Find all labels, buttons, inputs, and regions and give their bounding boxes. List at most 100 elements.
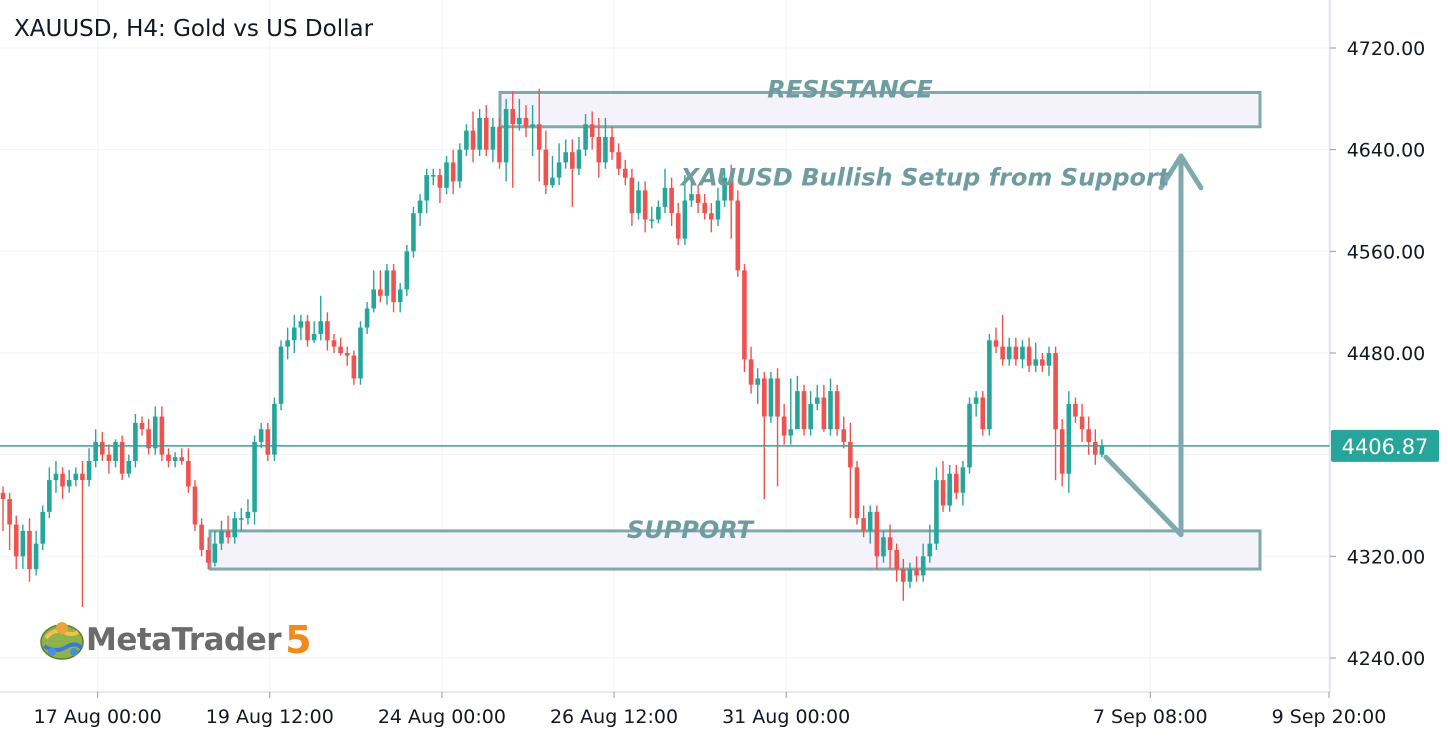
candle[interactable]: [1013, 337, 1019, 366]
candle[interactable]: [967, 397, 972, 474]
candle[interactable]: [1033, 342, 1039, 373]
candle[interactable]: [265, 422, 271, 462]
candle[interactable]: [702, 194, 708, 220]
candle[interactable]: [159, 406, 165, 462]
candle[interactable]: [444, 156, 449, 195]
candle[interactable]: [834, 384, 840, 436]
candle[interactable]: [715, 187, 721, 226]
candle[interactable]: [728, 164, 734, 239]
candle[interactable]: [1000, 314, 1005, 366]
candle[interactable]: [616, 143, 621, 176]
candle[interactable]: [662, 168, 668, 214]
candle[interactable]: [920, 543, 926, 582]
candle[interactable]: [1099, 439, 1105, 458]
candle[interactable]: [404, 244, 410, 296]
candle[interactable]: [1040, 353, 1045, 373]
candle[interactable]: [867, 505, 873, 544]
candle[interactable]: [656, 200, 661, 224]
candle[interactable]: [1006, 337, 1012, 366]
candle[interactable]: [530, 105, 535, 157]
candle[interactable]: [285, 327, 290, 360]
candle[interactable]: [570, 139, 575, 207]
candle[interactable]: [60, 467, 65, 500]
candle[interactable]: [113, 439, 118, 468]
candle[interactable]: [106, 444, 112, 474]
candle[interactable]: [887, 524, 893, 570]
candle[interactable]: [755, 368, 760, 404]
candle[interactable]: [119, 435, 125, 481]
candle[interactable]: [583, 114, 588, 157]
candle[interactable]: [126, 454, 132, 478]
candle[interactable]: [351, 350, 357, 385]
candle[interactable]: [940, 461, 946, 512]
candle[interactable]: [457, 143, 463, 188]
candle[interactable]: [152, 406, 158, 455]
candle[interactable]: [192, 480, 198, 531]
candle[interactable]: [258, 422, 264, 449]
candle[interactable]: [523, 105, 529, 137]
candle[interactable]: [166, 448, 171, 468]
candle[interactable]: [841, 416, 847, 449]
candle[interactable]: [649, 206, 655, 229]
candle[interactable]: [503, 98, 509, 182]
candle[interactable]: [609, 126, 615, 160]
candle[interactable]: [629, 168, 635, 226]
candle[interactable]: [768, 372, 774, 423]
candle[interactable]: [411, 206, 416, 258]
candle[interactable]: [682, 175, 688, 245]
candle[interactable]: [1026, 337, 1032, 373]
candle[interactable]: [245, 499, 251, 525]
candle[interactable]: [709, 203, 714, 233]
candle[interactable]: [40, 505, 46, 550]
candle[interactable]: [325, 312, 330, 351]
candle[interactable]: [894, 543, 899, 582]
candle[interactable]: [1053, 346, 1058, 481]
candle[interactable]: [762, 372, 767, 500]
candle[interactable]: [384, 264, 390, 305]
candle[interactable]: [47, 467, 52, 519]
candle[interactable]: [980, 391, 986, 436]
candle[interactable]: [881, 530, 886, 563]
candle[interactable]: [987, 333, 992, 436]
candle[interactable]: [358, 321, 363, 385]
candle[interactable]: [788, 378, 794, 445]
candle[interactable]: [775, 368, 780, 487]
candle[interactable]: [133, 414, 138, 468]
candle[interactable]: [298, 314, 304, 341]
candle[interactable]: [550, 156, 555, 188]
candle[interactable]: [808, 391, 813, 436]
candle[interactable]: [914, 556, 919, 582]
candle[interactable]: [225, 515, 231, 544]
candle[interactable]: [272, 397, 277, 462]
candle[interactable]: [311, 321, 317, 343]
candle[interactable]: [86, 448, 92, 487]
candle[interactable]: [378, 270, 383, 303]
candle[interactable]: [821, 384, 827, 432]
candle[interactable]: [517, 98, 522, 131]
candle[interactable]: [1046, 346, 1052, 376]
candle[interactable]: [470, 111, 476, 163]
candle[interactable]: [305, 314, 310, 347]
candle[interactable]: [318, 295, 324, 341]
candle[interactable]: [186, 448, 191, 493]
candle[interactable]: [934, 467, 939, 550]
candle[interactable]: [742, 264, 747, 373]
candle[interactable]: [795, 375, 800, 430]
candle[interactable]: [1073, 397, 1078, 423]
candle[interactable]: [291, 314, 297, 353]
candle[interactable]: [344, 346, 350, 366]
candle[interactable]: [139, 416, 145, 436]
candle[interactable]: [927, 524, 933, 563]
candle[interactable]: [417, 194, 423, 226]
candle[interactable]: [205, 537, 211, 570]
candle[interactable]: [7, 492, 12, 550]
candle[interactable]: [391, 264, 396, 313]
candle[interactable]: [689, 181, 694, 207]
candle[interactable]: [278, 340, 284, 411]
candle[interactable]: [431, 168, 436, 186]
candle[interactable]: [239, 508, 244, 531]
candle[interactable]: [828, 378, 833, 436]
candle[interactable]: [735, 190, 741, 277]
candle[interactable]: [437, 168, 443, 204]
